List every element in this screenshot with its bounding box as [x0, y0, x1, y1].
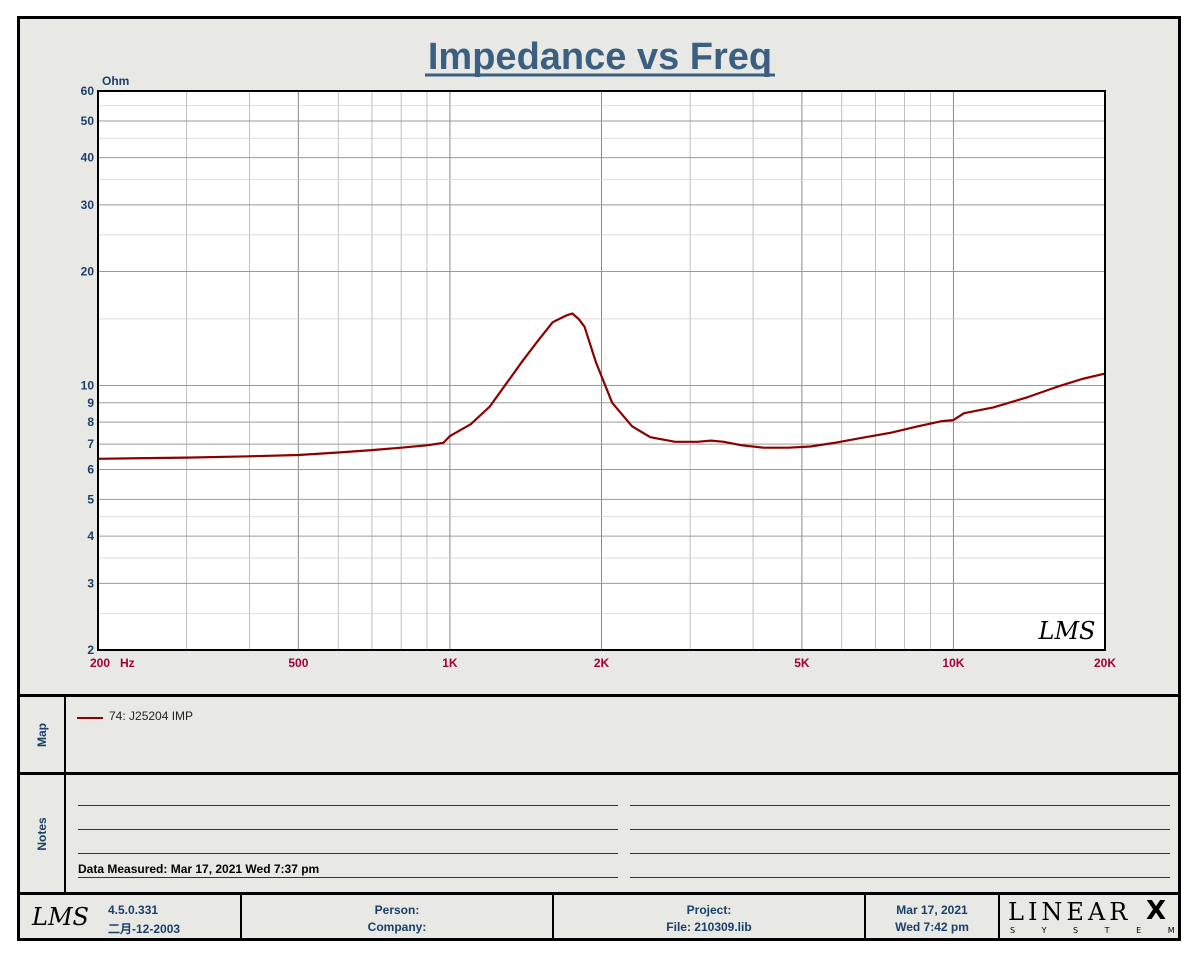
note-line: [630, 877, 1170, 878]
x-tick-label: 10K: [942, 656, 964, 670]
note-line: [78, 877, 618, 878]
y-tick-label: 10: [81, 378, 95, 392]
footer-version-cell: LMS 4.5.0.331 二月-12-2003: [20, 895, 242, 941]
person-label: Person:: [374, 903, 420, 917]
x-tick-label: 1K: [442, 656, 458, 670]
separator: [20, 694, 1178, 697]
chart-title: Impedance vs Freq: [428, 36, 772, 78]
plot-border: [97, 90, 1106, 651]
brand-name: LINEAR: [1008, 898, 1132, 926]
linearx-logo: LINEAR X S Y S T E M S: [1000, 895, 1200, 941]
map-label: Map: [20, 697, 66, 772]
legend-swatch: [77, 717, 103, 719]
y-tick-label: 8: [87, 415, 94, 429]
y-tick-label: 40: [81, 151, 95, 165]
y-tick-label: 5: [87, 492, 94, 506]
notes-label: Notes: [20, 775, 66, 892]
separator: [20, 892, 1178, 895]
report-date: Mar 17, 2021: [896, 903, 968, 917]
version-date: 二月-12-2003: [108, 922, 181, 936]
note-line: [78, 829, 618, 830]
chart-panel: Impedance vs Freq Ohm 2 3 4 5 6 7 8 9 10 20 30 40 50…: [20, 19, 1178, 694]
footer-person-cell: Person: Company:: [242, 895, 554, 941]
brand-x-mark: X: [1146, 896, 1167, 926]
report-frame: Impedance vs Freq Ohm 2 3 4 5 6 7 8 9 10 20 30 40 50…: [17, 16, 1200, 941]
y-tick-label: 9: [87, 396, 94, 410]
x-axis-unit-label: Hz: [120, 656, 135, 670]
brand-subtitle: S Y S T E M S: [1010, 926, 1200, 935]
map-panel: Map 74: J25204 IMP: [20, 697, 1178, 772]
project-label: Project:: [686, 903, 732, 917]
y-tick-label: 60: [81, 84, 95, 98]
x-tick-label: 500: [288, 656, 308, 670]
series-line-impedance: [97, 312, 1106, 460]
note-line: [630, 853, 1170, 854]
lms-watermark: LMS: [1038, 617, 1096, 645]
x-tick-labels: 200 500 1K 2K 5K 10K 20K: [90, 656, 1116, 670]
note-line: [78, 805, 618, 806]
lms-logo: LMS: [32, 903, 89, 931]
y-tick-labels: 2 3 4 5 6 7 8 9 10 20 30 40 50 60: [81, 84, 95, 657]
x-tick-label: 5K: [794, 656, 810, 670]
y-tick-label: 30: [81, 198, 95, 212]
separator: [20, 772, 1178, 775]
y-tick-label: 6: [87, 462, 94, 476]
footer-project-cell: Project: File: 210309.lib: [554, 895, 866, 941]
note-line: [78, 853, 618, 854]
file-label: File: 210309.lib: [666, 920, 752, 934]
version-number: 4.5.0.331: [108, 903, 159, 917]
y-tick-label: 3: [87, 576, 94, 590]
x-tick-label: 20K: [1094, 656, 1116, 670]
x-tick-label: 200: [90, 656, 110, 670]
legend-entry: 74: J25204 IMP: [109, 709, 194, 723]
y-tick-label: 20: [81, 265, 95, 279]
note-line: [630, 829, 1170, 830]
y-axis-unit-label: Ohm: [102, 74, 129, 88]
report-time: Wed 7:42 pm: [895, 920, 969, 934]
y-tick-label: 2: [87, 643, 94, 657]
note-line: [630, 805, 1170, 806]
company-label: Company:: [367, 920, 427, 934]
y-tick-label: 7: [87, 437, 94, 451]
x-tick-label: 2K: [594, 656, 610, 670]
notes-panel: Notes Data Measured: Mar 17, 2021 Wed 7:…: [20, 775, 1178, 892]
impedance-chart: Impedance vs Freq Ohm 2 3 4 5 6 7 8 9 10 20 30 40 50…: [20, 19, 1178, 694]
footer: LMS 4.5.0.331 二月-12-2003 Person: Company…: [20, 895, 1200, 941]
footer-date-cell: Mar 17, 2021 Wed 7:42 pm: [866, 895, 1000, 941]
y-tick-label: 50: [81, 114, 95, 128]
y-tick-label: 4: [87, 529, 94, 543]
data-measured-text: Data Measured: Mar 17, 2021 Wed 7:37 pm: [78, 862, 320, 876]
